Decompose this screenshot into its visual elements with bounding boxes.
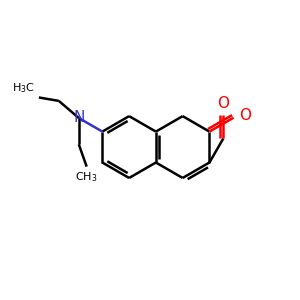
Text: H$_3$C: H$_3$C <box>12 81 35 95</box>
Text: O: O <box>239 108 251 123</box>
Text: N: N <box>73 110 85 125</box>
Text: O: O <box>218 96 230 111</box>
Text: CH$_3$: CH$_3$ <box>75 170 98 184</box>
